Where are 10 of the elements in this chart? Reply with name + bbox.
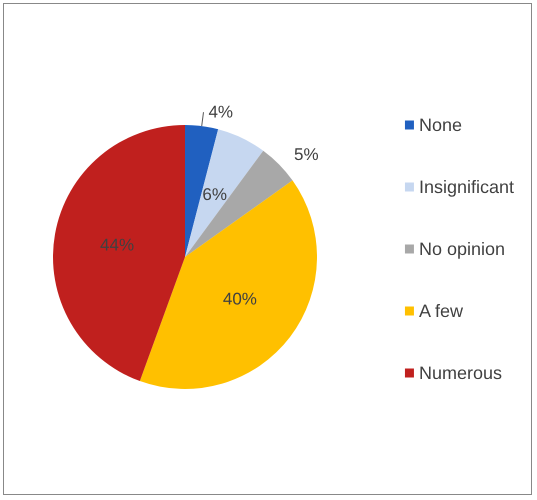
data-label: 40% — [222, 289, 257, 308]
legend-label: Numerous — [418, 363, 502, 383]
data-label: 44% — [100, 236, 134, 255]
data-label: 5% — [294, 145, 319, 164]
legend-label: Insignificant — [418, 177, 514, 197]
data-label: 6% — [202, 185, 227, 204]
legend-label: A few — [418, 301, 464, 321]
legend-label: None — [418, 115, 462, 135]
legend-label: No opinion — [418, 239, 506, 259]
data-label: 4% — [208, 102, 234, 122]
